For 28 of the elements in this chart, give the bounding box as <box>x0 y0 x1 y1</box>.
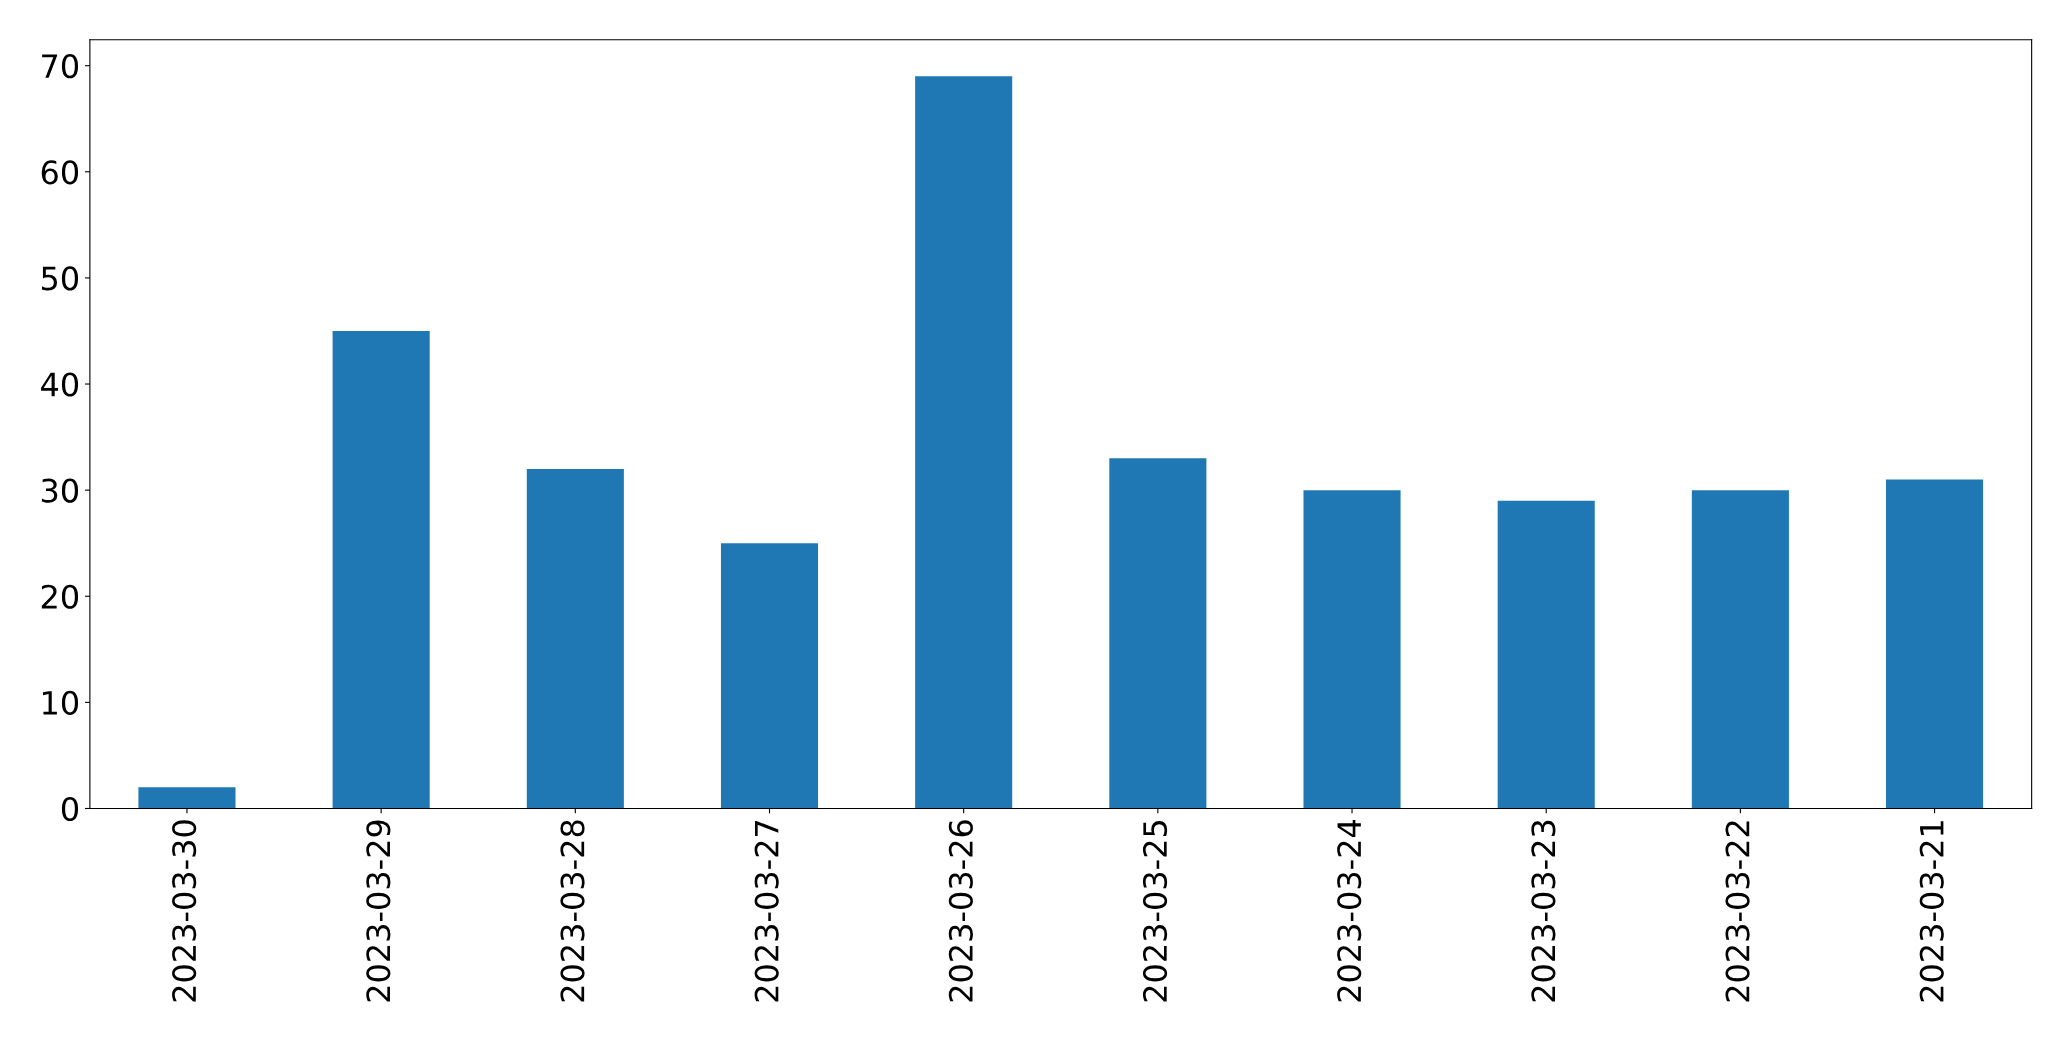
x-tick-label: 2023-03-24 <box>1337 820 1362 1002</box>
bar <box>332 330 430 809</box>
y-tick-label: 0 <box>61 796 79 822</box>
x-tick-label: 2023-03-26 <box>948 820 973 1002</box>
x-tick-label: 2023-03-23 <box>1531 820 1556 1002</box>
y-tick-label: 70 <box>42 54 79 79</box>
bar <box>1497 500 1595 809</box>
y-tick-label: 40 <box>41 372 79 397</box>
y-tick-label: 20 <box>41 584 79 609</box>
x-tick-label: 2023-03-29 <box>366 820 391 1002</box>
x-tick-label: 2023-03-22 <box>1725 821 1750 1002</box>
bar <box>720 543 819 809</box>
bar <box>1303 490 1401 809</box>
bar <box>1109 458 1207 809</box>
y-tick-label: 60 <box>41 160 79 185</box>
y-tick-label: 50 <box>41 266 79 291</box>
bar <box>526 468 624 809</box>
x-tick-label: 2023-03-28 <box>560 820 585 1002</box>
y-tick-label: 10 <box>43 690 79 715</box>
x-tick-label: 2023-03-25 <box>1142 820 1168 1002</box>
x-tick-label: 2023-03-30 <box>172 820 197 1002</box>
bar <box>1886 479 1984 809</box>
bar <box>138 787 236 809</box>
bar <box>1691 490 1789 809</box>
x-tick-label: 2023-03-27 <box>754 820 779 1002</box>
bar <box>915 76 1013 809</box>
x-tick-label: 2023-03-21 <box>1919 821 1944 1002</box>
y-tick-label: 30 <box>41 478 79 503</box>
